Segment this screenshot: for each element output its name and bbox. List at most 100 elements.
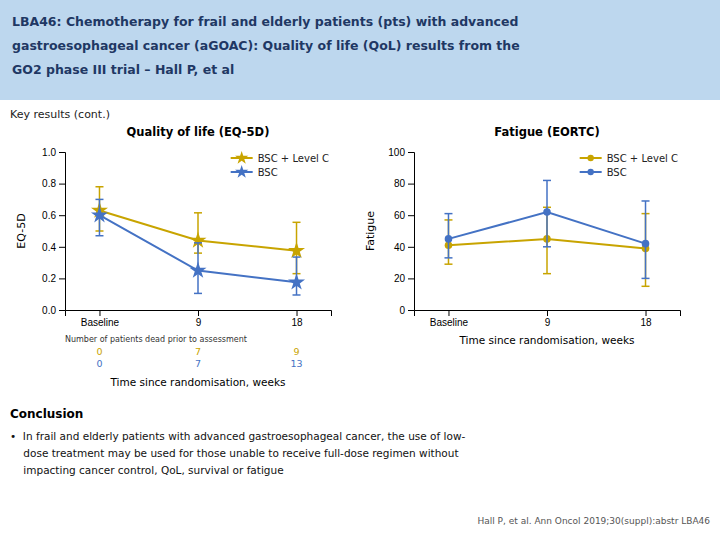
legend-item: BSC bbox=[231, 165, 278, 178]
y-tick-mark bbox=[408, 215, 414, 216]
y-tick-mark bbox=[59, 247, 65, 248]
error-bar-cap bbox=[444, 257, 452, 259]
y-axis-title: EQ-5D bbox=[15, 213, 28, 248]
legend-item: BSC + Level C bbox=[231, 151, 329, 164]
legend-label: BSC + Level C bbox=[607, 153, 678, 164]
legend-marker bbox=[235, 165, 248, 178]
point bbox=[543, 208, 551, 216]
y-tick-mark bbox=[408, 310, 414, 311]
title: LBA46: Chemotherapy for frail and elderl… bbox=[12, 14, 520, 77]
x-tick-label: Baseline bbox=[81, 317, 120, 328]
y-tick: 100 bbox=[388, 147, 414, 158]
point bbox=[642, 240, 650, 248]
x-tick-mark bbox=[547, 310, 548, 316]
y-tick-mark bbox=[408, 278, 414, 279]
conclusion-line: • In frail and elderly patients with adv… bbox=[10, 430, 465, 442]
y-tick: 0.0 bbox=[42, 305, 65, 316]
y-tick: 0.4 bbox=[42, 242, 65, 253]
error-bar-cap bbox=[444, 263, 452, 265]
y-tick-label: 0.8 bbox=[42, 178, 56, 189]
y-axis: 020406080100 bbox=[388, 147, 414, 316]
error-bar-cap bbox=[642, 286, 650, 288]
x-tick-mark bbox=[646, 310, 647, 316]
legend-label: BSC bbox=[607, 167, 627, 178]
x-tick: 9 bbox=[196, 310, 202, 328]
y-tick-label: 0 bbox=[399, 305, 405, 316]
error-bar-cap bbox=[293, 256, 301, 258]
legend-label: BSC bbox=[258, 167, 278, 178]
error-bar bbox=[543, 180, 551, 246]
y-tick: 80 bbox=[394, 178, 414, 189]
x-tick-label: 18 bbox=[291, 317, 303, 328]
error-bar-cap bbox=[543, 180, 551, 182]
point bbox=[91, 206, 108, 222]
chart: 020406080100Baseline918FatigueTime since… bbox=[364, 147, 681, 346]
y-tick-mark bbox=[59, 184, 65, 185]
y-tick-mark bbox=[59, 152, 65, 153]
title-line: LBA46: Chemotherapy for frail and elderl… bbox=[12, 14, 518, 29]
error-bar-cap bbox=[293, 222, 301, 224]
dead-count: 9 bbox=[293, 346, 299, 357]
error-bar-cap bbox=[543, 273, 551, 275]
error-bar-cap bbox=[194, 242, 202, 244]
x-tick-label: 9 bbox=[196, 317, 202, 328]
legend-marker bbox=[587, 169, 593, 175]
dead-count: 7 bbox=[195, 358, 201, 369]
y-axis-line bbox=[59, 153, 66, 311]
y-tick-mark bbox=[59, 215, 65, 216]
x-tick: 18 bbox=[640, 310, 652, 328]
y-axis: 0.00.20.40.60.81.0 bbox=[42, 147, 65, 316]
legend-item: BSC bbox=[580, 167, 627, 178]
y-tick-label: 0.0 bbox=[42, 305, 56, 316]
error-bar-cap bbox=[194, 293, 202, 295]
x-axis-title: Time since randomisation, weeks bbox=[109, 376, 285, 388]
chart-title: Quality of life (EQ-5D) bbox=[127, 125, 270, 139]
point bbox=[445, 235, 453, 243]
x-tick: 9 bbox=[545, 310, 551, 328]
x-tick: Baseline bbox=[430, 310, 469, 328]
error-bar-cap bbox=[194, 212, 202, 214]
error-bar-cap bbox=[95, 199, 103, 201]
y-tick-label: 0.6 bbox=[42, 210, 56, 221]
dead-count: 0 bbox=[96, 358, 102, 369]
y-tick-label: 60 bbox=[394, 210, 406, 221]
title-line: gastroesophageal cancer (aGOAC): Quality… bbox=[12, 38, 520, 53]
title-line: GO2 phase III trial – Hall P, et al bbox=[12, 62, 234, 77]
error-bar-cap bbox=[95, 235, 103, 237]
y-tick-label: 0.2 bbox=[42, 273, 56, 284]
x-tick-mark bbox=[198, 310, 199, 316]
dead-count: 13 bbox=[290, 358, 302, 369]
page: LBA46: Chemotherapy for frail and elderl… bbox=[0, 0, 720, 540]
error-bar-cap bbox=[642, 278, 650, 280]
error-bar-cap bbox=[95, 186, 103, 188]
point bbox=[288, 273, 305, 289]
x-axis: Baseline 9 18 bbox=[66, 310, 332, 328]
y-tick: 0 bbox=[399, 305, 414, 316]
x-tick-mark bbox=[297, 310, 298, 316]
error-bar-cap bbox=[444, 213, 452, 215]
point bbox=[189, 262, 206, 278]
conclusion-line: impacting cancer control, QoL, survival … bbox=[10, 464, 284, 476]
x-tick-label: 9 bbox=[545, 317, 551, 328]
y-tick: 0.2 bbox=[42, 273, 65, 284]
conclusion-title: Conclusion bbox=[10, 407, 83, 421]
legend-label: BSC + Level C bbox=[258, 153, 329, 164]
series bbox=[91, 199, 305, 295]
y-tick-label: 40 bbox=[394, 242, 406, 253]
x-axis-line bbox=[66, 311, 332, 317]
y-axis-title: Fatigue bbox=[364, 211, 377, 251]
x-tick-label: 18 bbox=[640, 317, 652, 328]
chart: 0.00.20.40.60.81.0Baseline918EQ-5DNumber… bbox=[15, 147, 332, 388]
chart-title: Fatigue (EORTC) bbox=[494, 125, 599, 139]
plot-marks bbox=[444, 180, 649, 286]
error-bar-stem bbox=[645, 201, 647, 278]
error-bar-cap bbox=[543, 246, 551, 248]
footer: Hall P, et al. Ann Oncol 2019;30(suppl):… bbox=[477, 516, 710, 526]
series bbox=[444, 180, 649, 278]
y-tick: 0.8 bbox=[42, 178, 65, 189]
conclusion: • In frail and elderly patients with adv… bbox=[10, 430, 465, 476]
y-tick-mark bbox=[408, 152, 414, 153]
plot-marks bbox=[91, 187, 305, 295]
legend-item: BSC + Level C bbox=[580, 153, 678, 164]
y-tick: 60 bbox=[394, 210, 414, 221]
